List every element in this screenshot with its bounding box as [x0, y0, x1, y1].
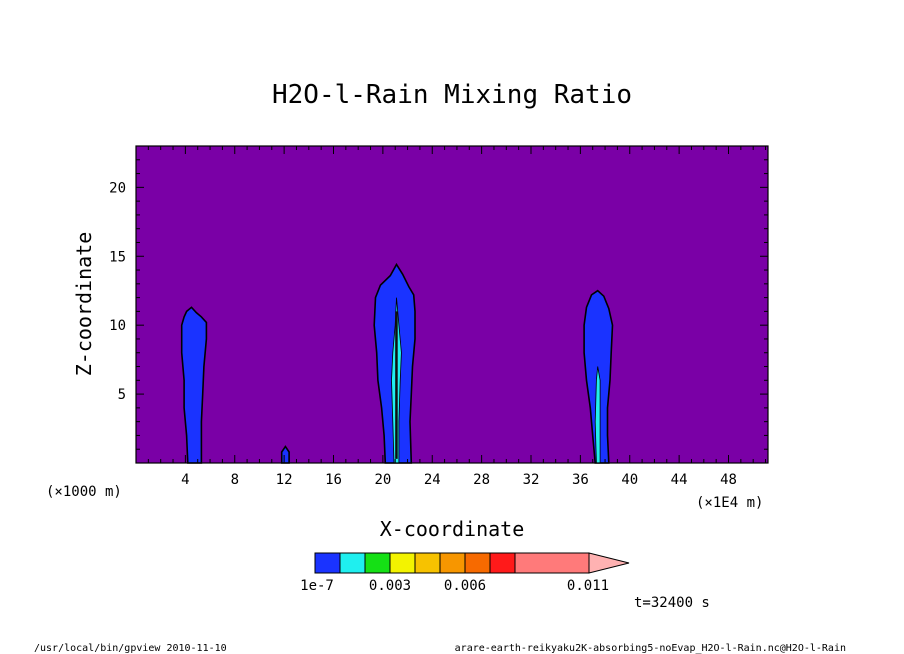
- colorbar-segment: [514, 552, 590, 574]
- x-tick-label: 36: [572, 472, 589, 488]
- colorbar-label: 0.011: [567, 578, 609, 594]
- y-tick-label: 10: [109, 318, 126, 334]
- y-axis: 5 10 15 20: [109, 180, 126, 403]
- plume-2: [280, 445, 290, 464]
- colorbar-label: 0.006: [444, 578, 486, 594]
- colorbar-segment: [339, 552, 366, 574]
- x-tick-label: 4: [181, 472, 189, 488]
- colorbar-label: 1e-7: [300, 578, 334, 594]
- colorbar-extension: [588, 552, 630, 574]
- colorbar-segment: [314, 552, 341, 574]
- plot-background: [136, 146, 768, 463]
- colorbar-segment: [464, 552, 491, 574]
- colorbar-segment: [439, 552, 466, 574]
- core-2: [594, 366, 601, 464]
- x-tick-label: 44: [671, 472, 688, 488]
- y-tick-label: 5: [118, 387, 126, 403]
- time-label: t=32400 s: [634, 595, 710, 611]
- footer-left: /usr/local/bin/gpview 2010-11-10: [34, 643, 227, 654]
- x-tick-label: 8: [231, 472, 239, 488]
- plot-frame: [135, 145, 769, 464]
- dense-contour-stripe: [395, 311, 398, 459]
- plume-1: [180, 306, 208, 464]
- x-tick-label: 12: [276, 472, 293, 488]
- footer-right: arare-earth-reikyaku2K-absorbing5-noEvap…: [455, 643, 846, 654]
- x-tick-label: 16: [325, 472, 342, 488]
- x-unit-left-label: (×1000 m): [46, 484, 122, 500]
- chart-title: H2O-l-Rain Mixing Ratio: [272, 80, 632, 110]
- colorbar-segment: [489, 552, 516, 574]
- y-tick-label: 20: [109, 180, 126, 196]
- colorbar-label: 0.003: [369, 578, 411, 594]
- x-axis: 4 8 12 16 20 24 28 32 36 40 44 48: [181, 472, 737, 488]
- x-tick-label: 40: [621, 472, 638, 488]
- colorbar: 1e-7 0.003 0.006 0.011: [300, 552, 630, 594]
- y-tick-label: 15: [109, 249, 126, 265]
- colorbar-segment: [414, 552, 441, 574]
- x-axis-label: X-coordinate: [380, 517, 525, 541]
- x-tick-label: 20: [374, 472, 391, 488]
- x-tick-label: 32: [523, 472, 540, 488]
- x-tick-label: 28: [473, 472, 490, 488]
- y-axis-label: Z-coordinate: [72, 232, 96, 377]
- x-tick-label: 24: [424, 472, 441, 488]
- x-tick-label: 48: [720, 472, 737, 488]
- colorbar-segment: [364, 552, 391, 574]
- x-unit-right-label: (×1E4 m): [696, 495, 763, 511]
- colorbar-segment: [389, 552, 416, 574]
- plot-area: [135, 145, 769, 464]
